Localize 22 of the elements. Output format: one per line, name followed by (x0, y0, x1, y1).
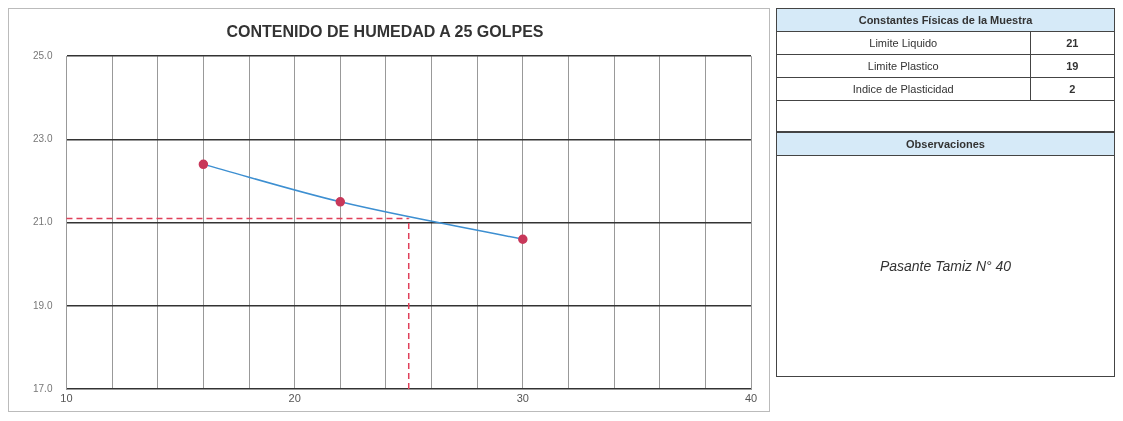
text: Observaciones (776, 132, 1115, 156)
y-tick-label: 23.0 (32, 133, 53, 145)
data-label: 2 (1030, 77, 1115, 101)
point (335, 197, 346, 207)
point (198, 159, 209, 170)
data-label: 19 (1030, 54, 1115, 78)
x-tick-label: 40 (744, 391, 758, 404)
data-label: 21 (1030, 31, 1115, 55)
y-tick-label: 25.0 (32, 49, 53, 61)
category-label: Limite Liquido (776, 31, 1030, 55)
y-tick-label: 19.0 (32, 299, 53, 311)
category-label: Limite Plastico (776, 54, 1030, 78)
x-tick-label: 30 (516, 391, 529, 404)
text: Pasante Tamiz N° 40 (878, 258, 1013, 274)
y-tick-label: 21.0 (32, 216, 53, 228)
chart-title: CONTENIDO DE HUMEDAD A 25 GOLPES (226, 23, 544, 41)
x-tick-label: 20 (288, 391, 301, 404)
text: Constantes Físicas de la Muestra (776, 8, 1115, 32)
category-label: Indice de Plasticidad (776, 77, 1030, 101)
y-tick-label: 17.0 (32, 382, 53, 394)
point (518, 234, 528, 244)
x-tick-label: 10 (60, 391, 73, 404)
